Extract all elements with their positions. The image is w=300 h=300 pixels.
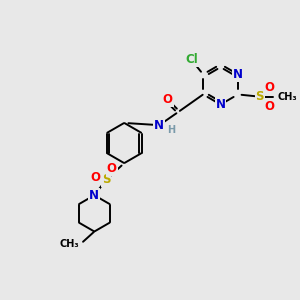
Text: O: O [91, 171, 100, 184]
Text: O: O [265, 81, 275, 94]
Text: CH₃: CH₃ [60, 239, 79, 249]
Text: O: O [163, 93, 173, 106]
Text: O: O [107, 162, 117, 175]
Text: CH₃: CH₃ [278, 92, 297, 102]
Text: N: N [89, 189, 99, 202]
Text: N: N [154, 119, 164, 132]
Text: S: S [102, 173, 110, 186]
Text: S: S [256, 90, 264, 103]
Text: H: H [167, 125, 175, 135]
Text: N: N [233, 68, 243, 81]
Text: N: N [215, 98, 226, 111]
Text: O: O [265, 100, 275, 113]
Text: Cl: Cl [185, 53, 198, 66]
